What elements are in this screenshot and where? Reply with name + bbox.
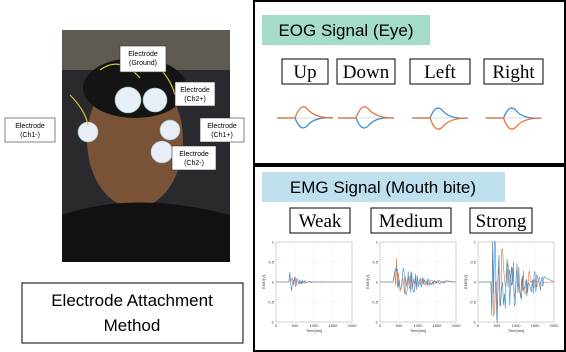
eog-wave [412, 118, 468, 129]
y-tick-label: 0.5 [470, 260, 476, 265]
jacket [62, 203, 230, 263]
y-tick-label: -0.5 [371, 300, 379, 305]
x-tick-label: 500 [494, 323, 501, 328]
y-axis-label: EMG[V] [463, 275, 468, 289]
eog-label: Left [424, 62, 456, 83]
eog-wave [277, 107, 333, 118]
electrode-label: Electrode [180, 87, 210, 94]
electrode-label: (Ch2+) [184, 96, 206, 103]
y-axis-label: EMG[V] [261, 275, 266, 289]
eog-label: Right [492, 62, 535, 83]
eog-wave [338, 118, 394, 128]
label-box [120, 46, 166, 72]
eog-title: EOG Signal (Eye) [278, 21, 413, 40]
y-tick-label: 1 [474, 240, 477, 245]
caption: Electrode Attachment [51, 291, 213, 310]
y-tick-label: 0.5 [372, 260, 378, 265]
x-tick-label: 2000 [550, 323, 560, 328]
electrode-label: (Ch1-) [20, 132, 40, 139]
y-tick-label: 0 [474, 280, 477, 285]
eog-group: Up Down Left Right [277, 59, 543, 129]
x-tick-label: 0 [477, 323, 480, 328]
x-axis-label: Time[ms] [306, 328, 322, 333]
y-tick-label: -0.5 [267, 300, 275, 305]
eog-label: Down [343, 62, 390, 83]
emg-label: Strong [476, 211, 527, 232]
caption: Method [104, 316, 161, 335]
divider [254, 163, 565, 167]
y-tick-label: 0 [376, 280, 379, 285]
x-axis-label: Time[ms] [410, 328, 426, 333]
eog-label: Up [293, 62, 316, 83]
eog-wave [486, 118, 542, 129]
x-tick-label: 0 [275, 323, 278, 328]
x-tick-label: 0 [379, 323, 382, 328]
electrode-label: Electrode [179, 151, 209, 158]
y-tick-label: 1 [272, 240, 275, 245]
emg-label: Medium [379, 211, 444, 232]
x-tick-label: 500 [292, 323, 299, 328]
emg-title: EMG Signal (Mouth bite) [290, 178, 476, 197]
x-tick-label: 1500 [329, 323, 339, 328]
electrode-label: Electrode [15, 123, 45, 130]
y-tick-label: -0.5 [469, 300, 477, 305]
x-tick-label: 1500 [433, 323, 443, 328]
electrode-label: Electrode [128, 51, 158, 58]
x-tick-label: 500 [396, 323, 403, 328]
y-tick-label: 0 [272, 280, 275, 285]
eog-wave [412, 108, 468, 118]
y-tick-label: 1 [376, 240, 379, 245]
y-axis-label: EMG[V] [365, 275, 370, 289]
x-tick-label: 2000 [452, 323, 462, 328]
emg-label: Weak [299, 211, 342, 232]
eog-wave [486, 108, 542, 118]
x-tick-label: 1500 [531, 323, 541, 328]
x-tick-label: 2000 [348, 323, 358, 328]
electrode-label: (Ch2-) [184, 160, 204, 167]
eog-wave [338, 107, 394, 118]
eog-wave [277, 118, 333, 128]
figure: Electrode (Ground) Electrode (Ch2+) Electrod… [0, 0, 566, 352]
electrode-label: (Ground) [129, 60, 157, 67]
electrode-label: (Ch1+) [211, 132, 233, 139]
y-tick-label: 0.5 [268, 260, 274, 265]
x-axis-label: Time[ms] [508, 328, 524, 333]
electrode-label: Electrode [207, 123, 237, 130]
